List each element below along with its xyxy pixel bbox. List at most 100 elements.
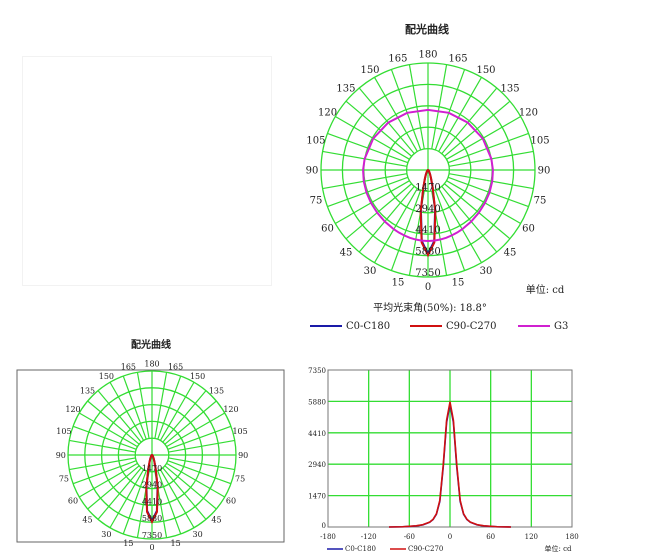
angle-label: 15: [392, 278, 405, 289]
angle-label: 30: [101, 530, 111, 539]
grid-spoke: [97, 390, 142, 443]
grid-spoke: [166, 462, 226, 498]
y-tick-label: 5880: [308, 398, 326, 406]
angle-label: 180: [418, 50, 437, 61]
radial-tick-label: 1470: [142, 464, 162, 473]
y-tick-label: 2940: [308, 461, 326, 469]
grid-spoke: [159, 469, 195, 529]
angle-label: 150: [476, 65, 495, 76]
grid-spoke: [447, 176, 529, 208]
grid-spoke: [358, 186, 415, 253]
radial-tick-label: 4410: [142, 497, 162, 506]
grid-spoke: [441, 87, 498, 154]
angle-label: 75: [534, 196, 547, 207]
grid-spoke: [166, 412, 226, 448]
x-tick-label: -60: [404, 533, 415, 541]
grid-spoke: [444, 183, 511, 240]
angle-label: 90: [238, 451, 248, 460]
beam-angle-label: 平均光束角(50%): 18.8°: [373, 301, 487, 314]
series-curve-c90-c270: [145, 453, 159, 525]
angle-label: 90: [306, 166, 319, 177]
grid-spoke: [167, 425, 232, 450]
grid-spoke: [373, 188, 418, 263]
grid-spoke: [434, 189, 466, 271]
angle-label: 45: [504, 248, 517, 259]
angle-label: 15: [452, 278, 465, 289]
legend-label: G3: [554, 321, 568, 332]
angle-label: 75: [310, 196, 323, 207]
x-tick-label: -180: [320, 533, 336, 541]
angle-label: 0: [149, 543, 154, 552]
angle-label: 105: [232, 427, 247, 436]
angle-label: 105: [306, 135, 325, 146]
series-line-c90-c270: [388, 401, 512, 528]
x-tick-label: 180: [565, 533, 578, 541]
angle-label: 135: [209, 386, 224, 395]
grid-spoke: [444, 100, 511, 157]
legend-label: C0-C180: [346, 321, 390, 332]
angle-label: 165: [388, 53, 407, 64]
grid-spoke: [154, 372, 168, 439]
angle-label: 180: [144, 360, 159, 369]
grid-spoke: [373, 77, 418, 152]
radial-tick-label: 5880: [415, 247, 440, 258]
angle-label: 90: [56, 451, 66, 460]
angle-label: 60: [226, 496, 236, 505]
grid-spoke: [447, 132, 529, 164]
x-tick-label: 60: [486, 533, 495, 541]
grid-spoke: [438, 188, 483, 263]
grid-spoke: [122, 470, 147, 535]
angle-label: 165: [448, 53, 467, 64]
grid-spoke: [446, 115, 521, 160]
angle-label: 60: [321, 224, 334, 235]
y-tick-label: 4410: [308, 430, 326, 438]
grid-spoke: [69, 439, 136, 453]
grid-spoke: [72, 425, 137, 450]
grid-spoke: [72, 460, 137, 485]
grid-spoke: [109, 381, 145, 441]
plot-frame: [327, 369, 573, 528]
angle-label: 105: [531, 135, 550, 146]
angle-label: 30: [193, 530, 203, 539]
grid-spoke: [87, 400, 140, 445]
angle-label: 60: [522, 224, 535, 235]
grid-spoke: [157, 375, 182, 440]
angle-label: 120: [318, 108, 337, 119]
angle-label: 150: [99, 372, 114, 381]
legend-label: C0-C180: [345, 545, 376, 553]
grid-spoke: [157, 470, 182, 535]
grid-spoke: [136, 372, 150, 439]
unit-label: 单位: cd: [545, 544, 573, 553]
chart-frame: [16, 369, 285, 543]
angle-label: 30: [364, 266, 377, 277]
angle-label: 60: [68, 496, 78, 505]
grid-spoke: [162, 390, 207, 443]
legend-label: C90-C270: [408, 545, 443, 553]
angle-label: 45: [211, 515, 221, 524]
grid-spoke: [87, 465, 140, 510]
x-tick-label: -120: [361, 533, 377, 541]
series-curve-g3: [362, 108, 494, 243]
angle-label: 120: [519, 108, 538, 119]
unit-label: 单位: cd: [526, 283, 565, 296]
grid-spoke: [335, 180, 410, 225]
radial-tick-label: 2940: [415, 204, 440, 215]
blank-panel: [22, 56, 272, 286]
chart-title: 配光曲线: [131, 338, 171, 351]
angle-label: 135: [80, 386, 95, 395]
grid-spoke: [162, 467, 207, 520]
grid-spoke: [69, 457, 136, 471]
grid-spoke: [322, 173, 408, 190]
angle-label: 165: [121, 363, 136, 372]
grid-spoke: [168, 457, 235, 471]
angle-label: 30: [480, 266, 493, 277]
grid-spoke: [434, 69, 466, 151]
angle-label: 45: [82, 515, 92, 524]
grid-spoke: [345, 183, 412, 240]
grid-spoke: [358, 87, 415, 154]
x-tick-label: 0: [448, 533, 452, 541]
grid-spoke: [335, 115, 410, 160]
angle-label: 75: [235, 474, 245, 483]
grid-spoke: [164, 400, 217, 445]
